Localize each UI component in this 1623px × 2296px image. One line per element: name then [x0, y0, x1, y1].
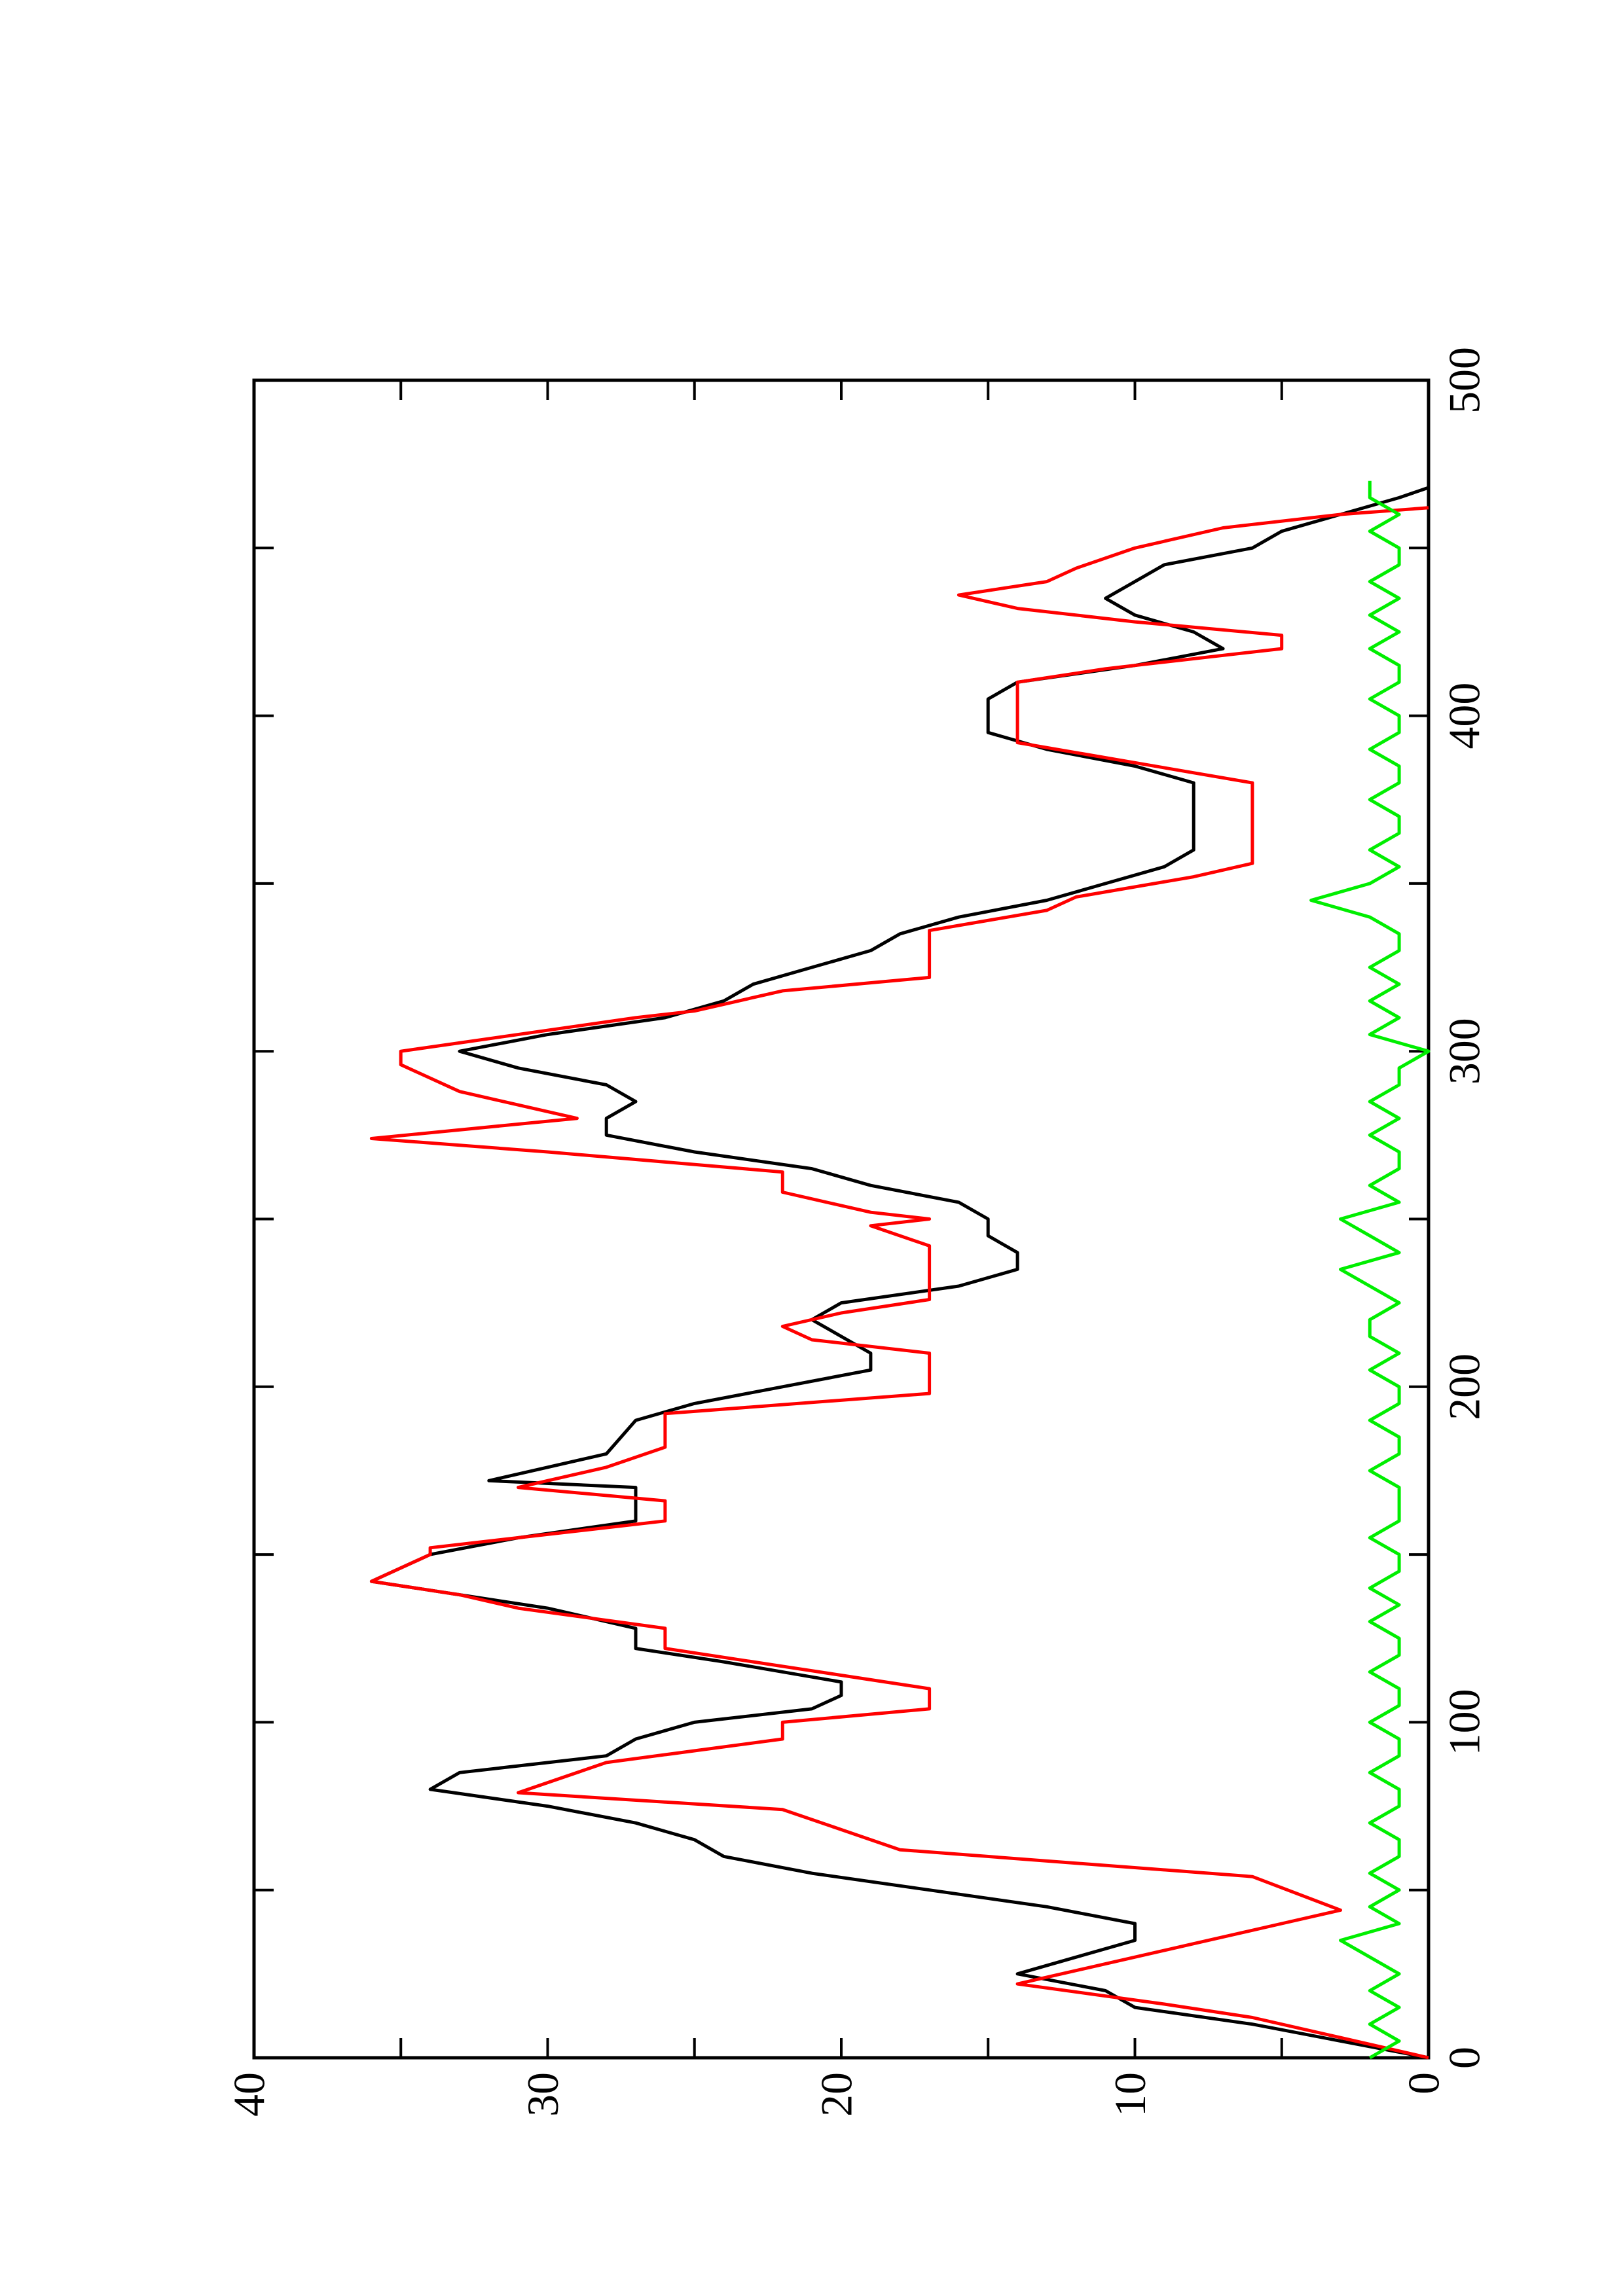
x-tick-label: 500	[1440, 347, 1489, 414]
x-tick-label: 200	[1440, 1354, 1489, 1420]
x-tick-label: 300	[1440, 1018, 1489, 1085]
x-tick-label: 100	[1440, 1689, 1489, 1755]
x-tick-label: 400	[1440, 683, 1489, 749]
y-tick-label: 20	[812, 2072, 862, 2117]
y-tick-label: 30	[518, 2072, 568, 2117]
plot-area: 0 100 200 300 400 500 0 10 20 30 40	[225, 347, 1489, 2117]
series-line	[369, 506, 1429, 2060]
x-tick-label: 0	[1440, 2047, 1489, 2069]
y-tick-label: 40	[225, 2072, 274, 2117]
y-tick-label: 0	[1399, 2072, 1449, 2094]
series-line	[369, 486, 1429, 2060]
series-line	[1309, 480, 1431, 2060]
y-tick-label: 10	[1105, 2072, 1155, 2117]
